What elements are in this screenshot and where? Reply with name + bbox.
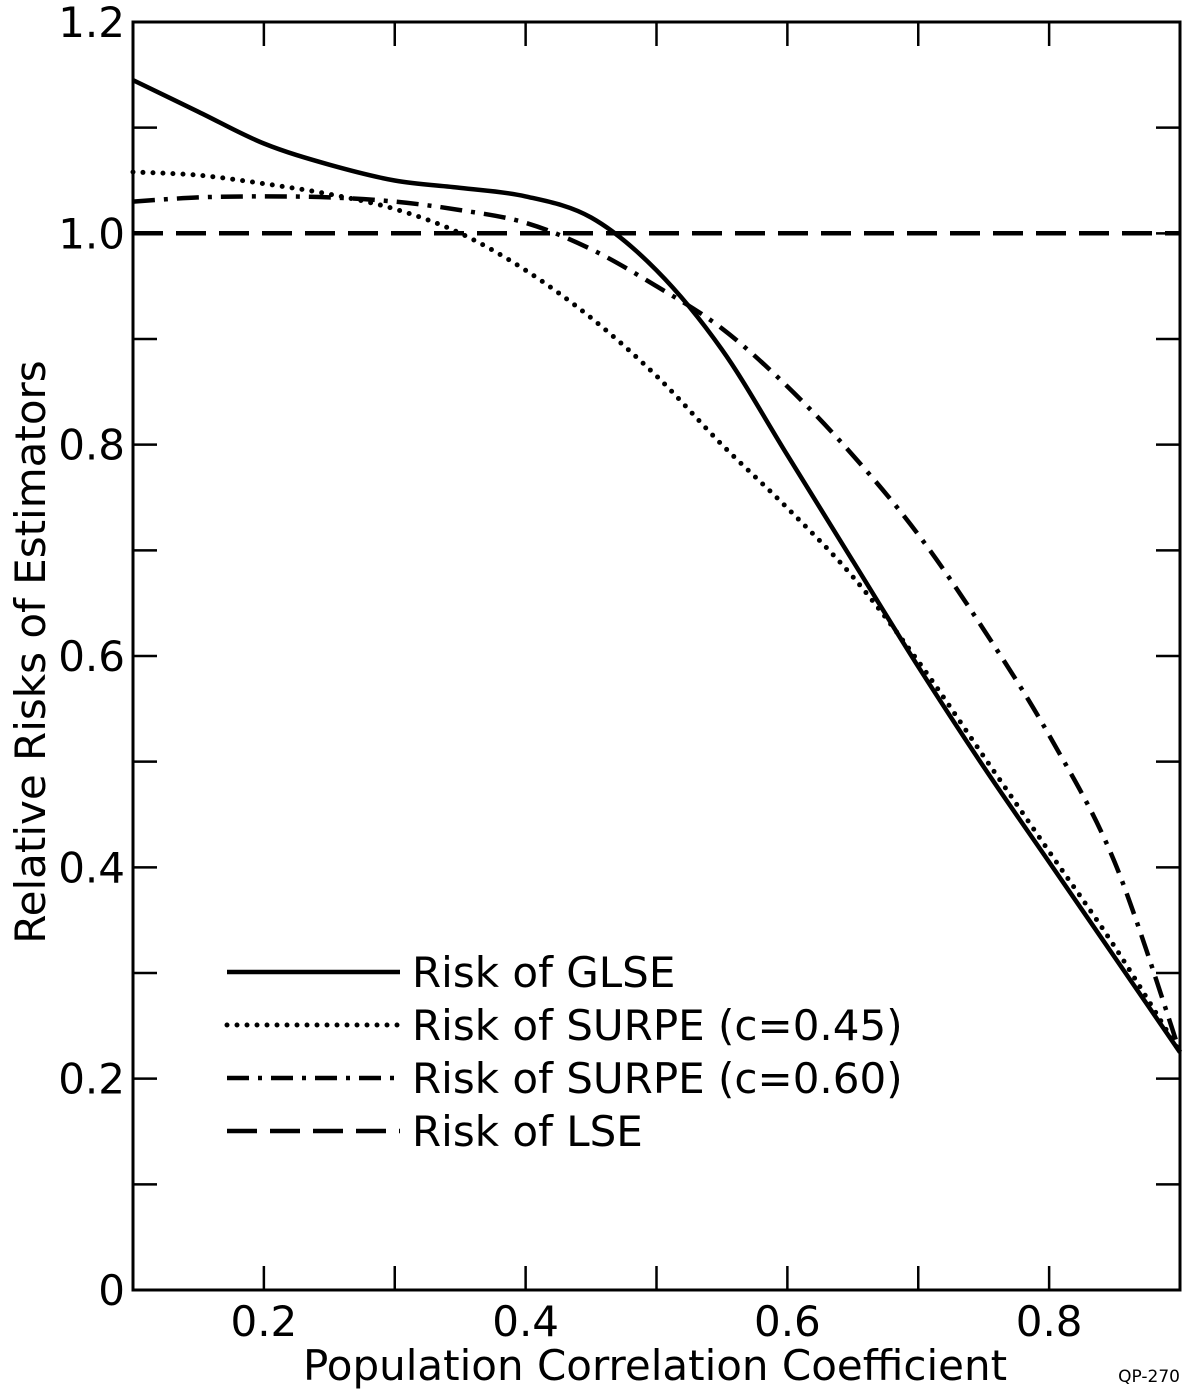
series-line-risk-of-surpe-c-0-60 (132, 194, 1183, 1054)
tick-labels: 0.2 0.4 0.6 0.8 0 0.2 0.4 0.6 0.8 1.0 1.2 (58, 0, 1082, 1346)
axis-ticks (133, 22, 1180, 1290)
legend-label: Risk of SURPE (c=0.45) (412, 1001, 903, 1050)
y-tick-label: 1.2 (58, 0, 125, 47)
figure-code: QP-270 (1118, 1367, 1180, 1387)
y-tick-label: 0.6 (58, 632, 125, 681)
x-tick-label: 0.4 (492, 1297, 559, 1346)
y-tick-label: 0.8 (58, 421, 125, 470)
y-axis-title: Relative Risks of Estimators (6, 360, 55, 943)
legend-label: Risk of LSE (412, 1107, 643, 1156)
series-line-risk-of-surpe-c-0-45 (130, 169, 1183, 1055)
y-tick-label: 1.0 (58, 209, 125, 258)
x-tick-label: 0.8 (1016, 1297, 1083, 1346)
legend-label: Risk of SURPE (c=0.60) (412, 1054, 903, 1103)
x-axis-title: Population Correlation Coefficient (303, 1341, 1007, 1390)
y-tick-label: 0.4 (58, 843, 125, 892)
plot-frame (131, 20, 1182, 1292)
legend-label: Risk of GLSE (412, 948, 675, 997)
y-tick-label: 0.2 (58, 1055, 125, 1104)
x-tick-label: 0.6 (754, 1297, 821, 1346)
y-tick-label: 0 (98, 1266, 125, 1315)
series-lines (130, 78, 1183, 1055)
series-line-risk-of-glse (132, 78, 1182, 1054)
x-tick-label: 0.2 (230, 1297, 297, 1346)
